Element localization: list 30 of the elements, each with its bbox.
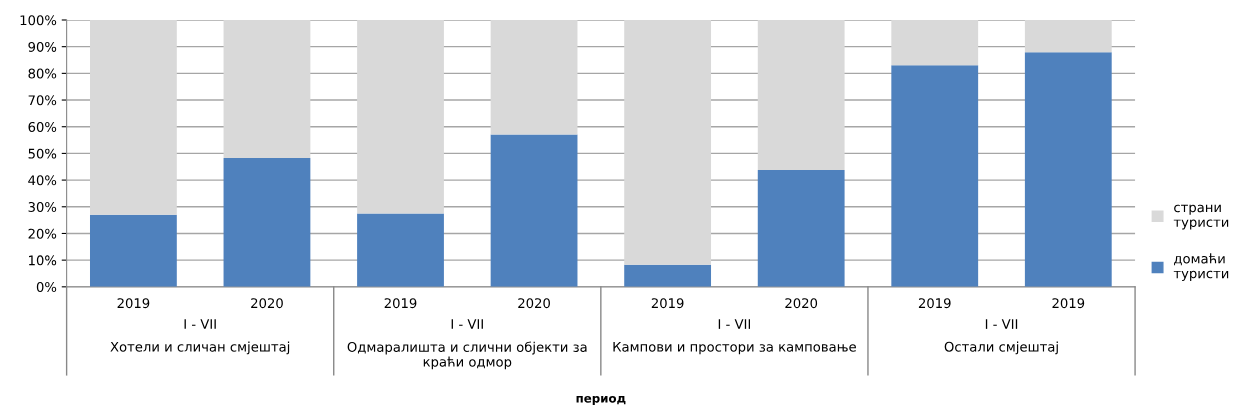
y-tick-label: 90% (28, 41, 57, 52)
text: Кампови и простори за камповање (613, 341, 856, 355)
y-tick-label: 60% (28, 121, 57, 132)
y-tick-label: 40% (28, 175, 57, 186)
text: период (576, 395, 626, 405)
text: Хотели и сличан смјештај (110, 341, 290, 355)
legend-label: домаћи туристи (1173, 253, 1229, 281)
x-tick-label: 2020 (251, 298, 283, 309)
y-tick-label: 30% (28, 201, 57, 212)
text: I - VII (184, 319, 216, 329)
y-tick-label: 0% (36, 282, 57, 293)
y-tick-label: 50% (28, 148, 57, 159)
text: Одмаралишта и слични објекти за краћи одмор (347, 341, 587, 370)
x-tick-label: 2019 (651, 298, 684, 309)
x-tick-label: 2019 (1052, 298, 1085, 309)
text: I - VII (718, 319, 751, 329)
x-tick-label: 2020 (785, 298, 818, 309)
y-tick-label: 100% (20, 15, 57, 26)
x-tick-label: 2019 (918, 298, 951, 309)
y-tick-label: 70% (28, 95, 57, 106)
text: Остали смјештај (944, 341, 1058, 355)
text: I - VII (985, 319, 1018, 329)
x-tick-label: 2020 (518, 298, 550, 309)
x-tick-label: 2019 (384, 298, 417, 309)
x-tick-label: 2019 (117, 298, 150, 309)
legend-label: страни туристи (1173, 204, 1229, 230)
y-tick-label: 10% (29, 255, 57, 266)
y-tick-label: 80% (28, 68, 57, 79)
y-tick-label: 20% (28, 228, 57, 239)
text: I - VII (451, 319, 483, 329)
